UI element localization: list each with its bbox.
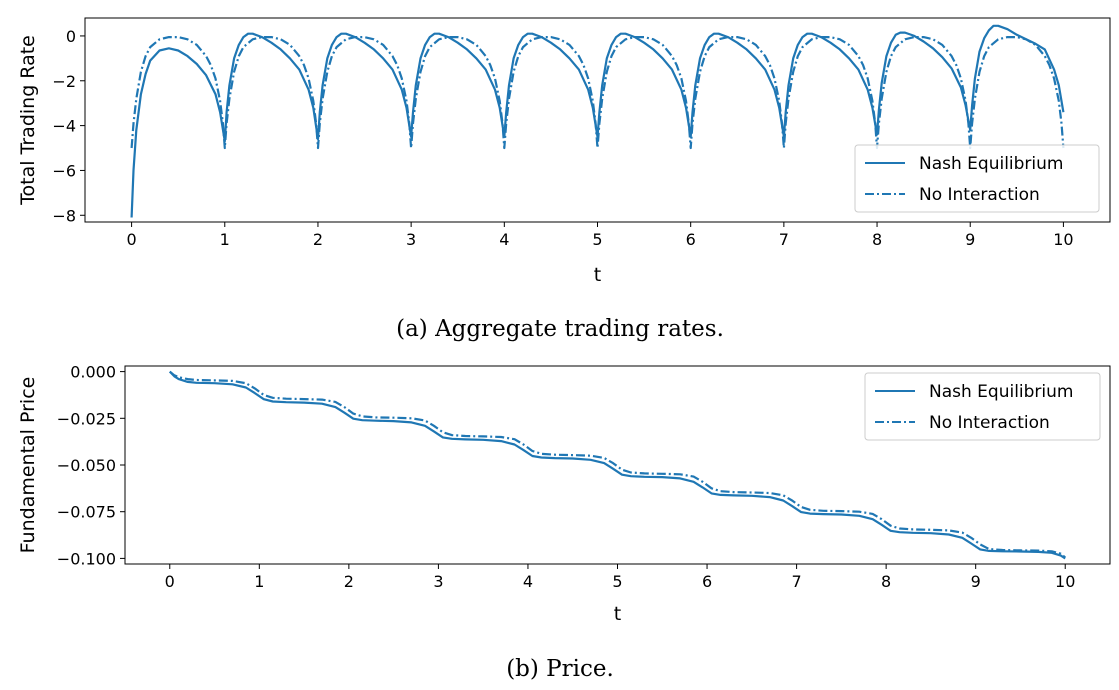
chart-b-y-tick-label: −0.025 [57,409,116,428]
chart-a-y-tick-label: −2 [52,72,76,91]
chart-b-x-tick-label: 0 [165,572,175,591]
chart-a-x-tick-label: 6 [686,230,696,249]
chart-a-legend: Nash Equilibrium No Interaction [854,144,1100,213]
chart-a-x-tick-label: 4 [499,230,509,249]
chart-b-x-tick-label: 3 [433,572,443,591]
chart-b-series-no-interaction [169,370,1066,559]
chart-b-x-axis-label: t [614,603,621,625]
chart-b-x-tick-label: 6 [702,572,712,591]
chart-a-caption: (a) Aggregate trading rates. [396,316,724,342]
chart-a-y-axis-label: Total Trading Rate [17,35,39,206]
chart-b: 0 1 2 3 4 5 6 7 8 9 10 0.000 −0.025 −0.050 −0.075 −0.10… [17,363,1111,682]
chart-b-legend-label-nash: Nash Equilibrium [929,382,1073,402]
chart-b-y-tick-label: −0.100 [57,549,116,568]
chart-b-legend: Nash Equilibrium No Interaction [864,372,1101,441]
chart-a: 0 1 2 3 4 5 6 7 8 9 10 0 −2 −4 −6 −8 t Total Trading Ra… [17,17,1111,342]
chart-a-series-no-interaction [130,36,1065,150]
chart-a-legend-label-no-interaction: No Interaction [919,185,1040,205]
chart-b-series-nash-equilibrium [169,370,1066,560]
chart-a-legend-label-nash: Nash Equilibrium [919,154,1063,174]
chart-a-x-tick-label: 5 [592,230,602,249]
chart-b-y-tick-label: 0.000 [70,363,116,382]
chart-a-x-tick-label: 8 [872,230,882,249]
chart-b-x-tick-label: 7 [791,572,801,591]
chart-a-x-tick-label: 9 [965,230,975,249]
chart-b-x-tick-label: 10 [1055,572,1075,591]
chart-b-x-tick-label: 2 [344,572,354,591]
chart-a-x-tick-label: 0 [126,230,136,249]
chart-b-y-tick-label: −0.075 [57,503,116,522]
chart-a-x-tick-label: 1 [220,230,230,249]
chart-b-caption: (b) Price. [506,656,614,682]
chart-a-x-tick-label: 2 [313,230,323,249]
chart-b-y-tick-label: −0.050 [57,456,116,475]
chart-b-legend-label-no-interaction: No Interaction [929,413,1050,433]
chart-a-x-tick-label: 10 [1053,230,1073,249]
chart-a-y-tick-label: −8 [52,206,76,225]
chart-b-x-tick-label: 9 [971,572,981,591]
chart-b-x-tick-label: 5 [612,572,622,591]
chart-a-x-tick-label: 7 [779,230,789,249]
chart-a-y-tick-label: −6 [52,161,76,180]
chart-b-x-tick-label: 8 [881,572,891,591]
chart-a-y-tick-label: −4 [52,117,76,136]
chart-a-x-tick-label: 3 [406,230,416,249]
chart-b-x-tick-label: 1 [254,572,264,591]
chart-b-y-axis-label: Fundamental Price [17,377,39,554]
chart-a-y-tick-label: 0 [66,27,76,46]
chart-b-x-tick-label: 4 [523,572,533,591]
chart-a-x-axis-label: t [594,264,601,286]
